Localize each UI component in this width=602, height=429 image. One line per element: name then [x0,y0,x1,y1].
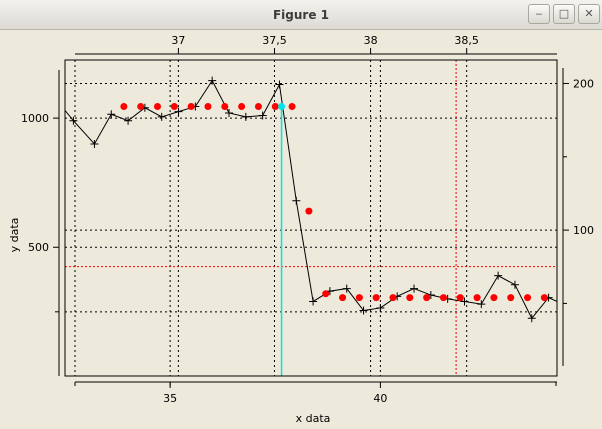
data-point-red [507,294,515,302]
data-point-red [271,102,279,110]
data-point-red [490,294,498,302]
data-point-plus [359,306,368,315]
close-button[interactable]: ✕ [578,4,600,24]
data-point-red [254,102,262,110]
highlight-point [278,102,286,110]
data-point-red [154,102,162,110]
data-point-plus [124,116,133,125]
data-point-plus [410,284,419,293]
series-layer [65,76,557,376]
x-tick-label: 40 [373,392,387,405]
top-tick-label: 37 [171,34,185,47]
data-point-red [204,102,212,110]
x-axis-label: x data [296,412,331,425]
data-point-plus [477,300,486,309]
data-point-red [238,102,246,110]
data-point-red [221,102,229,110]
series-clip [65,76,557,376]
data-point-plus [174,107,183,116]
data-point-red [524,294,532,302]
top-tick-label: 37,5 [262,34,287,47]
data-point-plus [494,271,503,280]
data-point-red [473,294,481,302]
top-tick-label: 38,5 [454,34,479,47]
data-point-plus [225,108,233,117]
data-point-plus [342,284,351,293]
data-point-plus [208,76,217,85]
data-point-red [170,102,178,110]
data-point-red [423,294,431,302]
top-tick-label: 38 [364,34,378,47]
series-line [65,79,557,320]
right-tick-label: 100 [573,224,594,237]
data-point-red [540,294,548,302]
data-point-plus [157,112,166,121]
data-point-red [187,102,195,110]
crosshair [65,60,557,376]
data-point-plus [107,110,116,119]
data-point-red [120,102,128,110]
data-point-red [406,294,414,302]
right-tick-label: 200 [573,77,594,90]
minimize-button[interactable]: ‒ [528,4,550,24]
data-point-plus [460,297,469,306]
plot-frame [64,59,558,377]
data-point-red [305,207,313,215]
axes-layer: 35 40 37 37,5 38 38,5 500 1000 100 200 [21,34,594,405]
y-tick-label: 1000 [21,112,49,125]
data-point-red [456,294,464,302]
data-point-plus [258,111,267,120]
data-point-red [288,102,296,110]
data-point-plus [292,196,301,205]
data-point-red [389,294,397,302]
y-axis-label: y data [8,218,21,253]
x-tick-label: 35 [163,392,177,405]
data-point-red [137,102,145,110]
window-title: Figure 1 [272,8,330,22]
title-bar[interactable]: Figure 1 ‒ □ ✕ [0,0,602,30]
data-point-plus [376,303,385,312]
data-point-red [339,294,347,302]
data-point-red [355,294,363,302]
data-point-plus [527,314,536,323]
data-point-red [372,294,380,302]
chart-canvas[interactable]: 35 40 37 37,5 38 38,5 500 1000 100 200 x data y d… [0,30,602,429]
data-point-plus [90,139,99,148]
grid [65,60,557,376]
data-point-plus [241,112,250,121]
y-tick-label: 500 [28,241,49,254]
data-point-red [439,294,447,302]
data-point-plus [510,280,519,289]
maximize-button[interactable]: □ [553,4,575,24]
data-point-red [322,290,330,298]
data-point-plus [69,116,78,125]
data-point-plus [309,297,318,306]
data-point-plus [275,80,284,89]
